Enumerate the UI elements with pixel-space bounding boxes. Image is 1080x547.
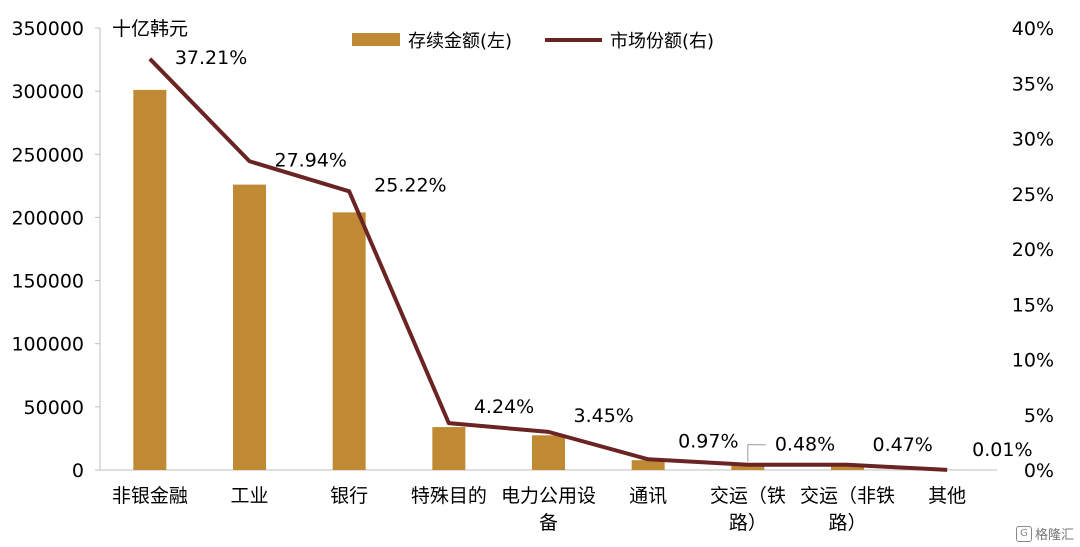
- x-category-label: 特殊目的: [411, 485, 487, 507]
- share-line: [148, 57, 948, 472]
- y-right-tick-label: 30%: [1012, 129, 1054, 151]
- x-category-label: 交运（铁: [710, 485, 786, 507]
- y-left-tick-label: 50000: [24, 397, 84, 419]
- bars: [133, 89, 964, 470]
- x-category-label: 路）: [729, 512, 767, 534]
- y-right-tick-label: 20%: [1012, 239, 1054, 261]
- y-right-tick-label: 10%: [1012, 350, 1054, 372]
- y-right-tick-label: 15%: [1012, 294, 1054, 316]
- x-category-label: 电力公用设: [501, 485, 596, 507]
- y-unit-label: 十亿韩元: [112, 18, 188, 40]
- y-left-tick-label: 350000: [11, 18, 84, 40]
- legend: 存续金额(左) 市场份额(右): [352, 31, 714, 52]
- data-label: 4.24%: [474, 396, 534, 418]
- bar: [731, 465, 765, 470]
- data-label: 0.47%: [873, 434, 933, 456]
- data-label: 27.94%: [275, 149, 347, 171]
- share-line-path: [148, 57, 948, 472]
- axes: 0 50000 100000 150000 200000 250000 300000 3500…: [11, 18, 1054, 534]
- y-left-tick-label: 300000: [11, 81, 84, 103]
- x-category-label: 工业: [230, 485, 268, 507]
- watermark-logo-icon: G: [1015, 525, 1032, 542]
- x-category-label: 交运（非铁: [800, 485, 895, 507]
- bar: [831, 465, 864, 470]
- bar: [332, 212, 366, 470]
- data-label: 0.01%: [972, 439, 1032, 461]
- legend-bar-label: 存续金额(左): [408, 31, 512, 52]
- data-label: 3.45%: [574, 405, 634, 427]
- bar: [432, 427, 466, 470]
- bar: [133, 89, 167, 470]
- x-category-label: 其他: [928, 485, 966, 507]
- x-category-label: 通讯: [629, 485, 667, 507]
- y-left-tick-label: 200000: [11, 207, 84, 229]
- y-right-tick-label: 35%: [1012, 73, 1054, 95]
- data-label: 0.48%: [775, 434, 835, 456]
- y-right-tick-label: 0%: [1024, 460, 1054, 482]
- y-right-tick-label: 5%: [1024, 405, 1054, 427]
- bar: [631, 460, 665, 470]
- x-category-label: 非银金融: [112, 485, 188, 507]
- y-left-tick-label: 250000: [11, 144, 84, 166]
- x-category-label: 路）: [828, 512, 866, 534]
- data-label: 0.97%: [678, 430, 738, 452]
- y-left-tick-label: 0: [72, 460, 84, 482]
- bar: [532, 435, 565, 470]
- y-left-tick-label: 100000: [11, 334, 84, 356]
- y-left-tick-label: 150000: [11, 271, 84, 293]
- x-category-label: 备: [539, 512, 558, 534]
- data-label: 37.21%: [175, 47, 247, 69]
- data-label-leader-line: [747, 444, 766, 462]
- data-labels: 37.21% 27.94% 25.22% 4.24% 3.45% 0.97% 0.48% 0.…: [175, 47, 1033, 462]
- data-label: 25.22%: [374, 174, 446, 196]
- y-right-tick-label: 40%: [1012, 18, 1054, 40]
- y-right-tick-label: 25%: [1012, 184, 1054, 206]
- bar: [233, 184, 266, 470]
- legend-line-label: 市场份额(右): [610, 31, 714, 52]
- watermark-text: 格隆汇: [1034, 528, 1074, 543]
- watermark: G 格隆汇: [1015, 524, 1074, 543]
- legend-bar-swatch: [352, 33, 400, 46]
- x-category-label: 银行: [330, 485, 368, 507]
